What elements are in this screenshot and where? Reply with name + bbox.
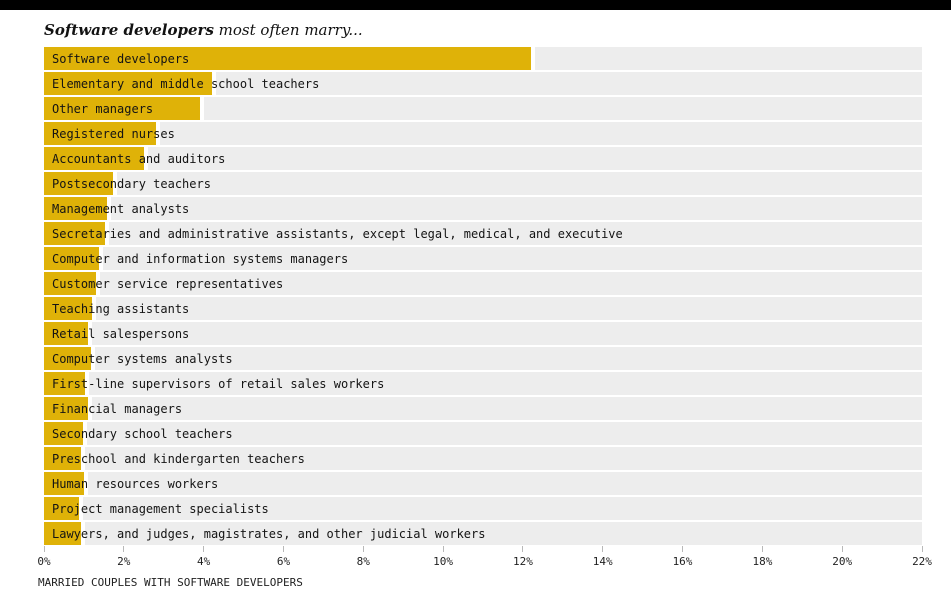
- bar: [44, 397, 92, 420]
- x-axis: 0% 2% 4% 6% 8% 10% 12% 14% 16% 18% 20% 22%: [37, 546, 932, 586]
- bar-row: Registered nurses: [44, 122, 922, 145]
- tick-label: 20%: [832, 555, 853, 568]
- bar-label: Human resources workers: [52, 476, 219, 491]
- tick-label: 16%: [672, 555, 693, 568]
- bar-label: Project management specialists: [52, 501, 269, 516]
- bar: [44, 222, 110, 245]
- bar: [44, 522, 85, 545]
- bar-row: Human resources workers: [44, 472, 922, 495]
- bar-row: Management analysts: [44, 197, 922, 220]
- bar-row: First-line supervisors of retail sales w…: [44, 372, 922, 395]
- bar-row: Software developers: [44, 47, 922, 70]
- bar: [44, 372, 90, 395]
- bar-chart: Software developers Elementary and middle…: [44, 47, 922, 547]
- tick-label: 8%: [356, 555, 370, 568]
- chart-title-rest: most often marry...: [213, 21, 363, 39]
- bar: [44, 97, 204, 120]
- bar-label: Financial managers: [52, 401, 183, 416]
- tick-label: 2%: [117, 555, 131, 568]
- tick-mark: [682, 546, 683, 552]
- bar-row: Customer service representatives: [44, 272, 922, 295]
- tick-mark: [841, 546, 843, 552]
- bar-row: Teaching assistants: [44, 297, 922, 320]
- tick-mark: [761, 546, 763, 552]
- bar-row: Financial managers: [44, 397, 922, 420]
- bar: [44, 422, 88, 445]
- bar-row: Secondary school teachers: [44, 422, 922, 445]
- bar: [44, 272, 100, 295]
- bar-label: Preschool and kindergarten teachers: [52, 451, 305, 466]
- bar-label: Lawyers, and judges, magistrates, and ot…: [52, 526, 486, 541]
- bar-row: Other managers: [44, 97, 922, 120]
- bar-label: First-line supervisors of retail sales w…: [52, 376, 385, 391]
- bar-label: Secretaries and administrative assistant…: [52, 226, 623, 241]
- bar: [44, 172, 117, 195]
- tick-mark: [362, 546, 364, 552]
- tick-mark: [123, 546, 125, 552]
- bar: [44, 147, 148, 170]
- bar-row: Preschool and kindergarten teachers: [44, 447, 922, 470]
- top-black-bar: [0, 0, 951, 10]
- bar: [44, 447, 85, 470]
- tick-mark: [43, 546, 45, 552]
- tick-label: 18%: [752, 555, 773, 568]
- tick-mark: [602, 546, 604, 552]
- tick-mark: [522, 546, 524, 552]
- axis-caption: MARRIED COUPLES WITH SOFTWARE DEVELOPERS: [38, 576, 303, 589]
- bar-row: Secretaries and administrative assistant…: [44, 222, 922, 245]
- tick-label: 4%: [196, 555, 211, 568]
- bar: [44, 297, 96, 320]
- bar-label: Retail salespersons: [52, 326, 190, 341]
- tick-mark: [442, 546, 444, 552]
- bar: [44, 122, 160, 145]
- bar-row: Project management specialists: [44, 497, 922, 520]
- bar: [44, 322, 93, 345]
- bar-label: Computer systems analysts: [52, 351, 233, 366]
- tick-label: 0%: [37, 555, 51, 568]
- chart-title-emphasis: Software developers: [44, 21, 214, 39]
- bar-label: Postsecondary teachers: [52, 176, 211, 191]
- bar-label: Management analysts: [52, 201, 190, 216]
- bar-label: Accountants and auditors: [52, 151, 226, 166]
- bar-row: Computer and information systems manager…: [44, 247, 922, 270]
- bar-label: Other managers: [52, 101, 154, 116]
- bar-label: Software developers: [52, 51, 190, 66]
- chart-title: Software developers most often marry...: [44, 21, 363, 40]
- bar-row: Accountants and auditors: [44, 147, 922, 170]
- bar-label: Teaching assistants: [52, 301, 190, 316]
- bar: [44, 472, 88, 495]
- bar-row: Elementary and middle school teachers: [44, 72, 922, 95]
- bar-row: Retail salespersons: [44, 322, 922, 345]
- bar-row: Computer systems analysts: [44, 347, 922, 370]
- tick-mark: [921, 546, 923, 552]
- tick-label: 14%: [592, 555, 613, 568]
- bar-label: Registered nurses: [52, 126, 175, 141]
- tick-label: 22%: [912, 555, 932, 568]
- bar-row: Lawyers, and judges, magistrates, and ot…: [44, 522, 922, 545]
- bar: [44, 197, 112, 220]
- tick-label: 12%: [512, 555, 533, 568]
- bar-label: Elementary and middle school teachers: [52, 76, 320, 91]
- bar: [44, 247, 104, 270]
- bar: [44, 47, 535, 70]
- tick-label: 10%: [433, 555, 454, 568]
- bar: [44, 497, 84, 520]
- bar-label: Customer service representatives: [52, 276, 284, 291]
- bar-label: Secondary school teachers: [52, 426, 233, 441]
- bar-row: Postsecondary teachers: [44, 172, 922, 195]
- bar: [44, 347, 95, 370]
- bar-label: Computer and information systems manager…: [52, 251, 349, 266]
- tick-label: 6%: [276, 555, 291, 568]
- tick-mark: [203, 546, 205, 552]
- tick-mark: [283, 546, 284, 552]
- bar: [44, 72, 216, 95]
